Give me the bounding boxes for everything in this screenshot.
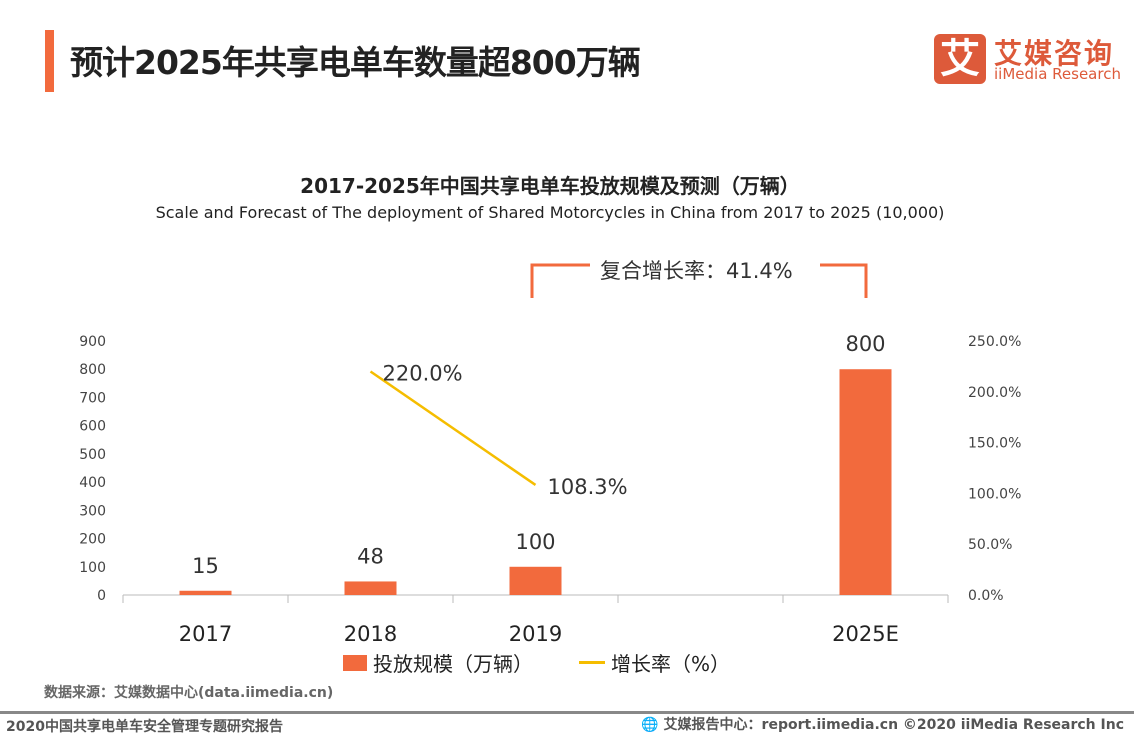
left-axis-tick-label: 200 bbox=[79, 532, 106, 548]
legend-bar-label: 投放规模（万辆） bbox=[373, 652, 533, 676]
legend-bar-swatch bbox=[343, 654, 367, 671]
x-axis-category-label: 2025E bbox=[832, 622, 899, 646]
bar-data-label: 100 bbox=[515, 530, 555, 554]
footer-divider bbox=[0, 711, 1134, 714]
right-axis-tick-label: 250.0% bbox=[968, 334, 1021, 350]
bar bbox=[509, 566, 562, 595]
right-axis-tick-label: 200.0% bbox=[968, 385, 1021, 401]
logo-icon: 艾 bbox=[934, 34, 986, 84]
left-axis-tick-label: 500 bbox=[79, 447, 106, 463]
bar bbox=[344, 581, 397, 595]
x-axis-category-label: 2018 bbox=[344, 622, 397, 646]
report-name: 2020中国共享电单车安全管理专题研究报告 bbox=[6, 719, 283, 735]
left-axis-tick-label: 900 bbox=[79, 334, 106, 350]
left-axis-tick-label: 800 bbox=[79, 362, 106, 378]
right-axis-tick-label: 150.0% bbox=[968, 436, 1021, 452]
bar bbox=[839, 369, 892, 595]
left-axis-tick-label: 100 bbox=[79, 560, 106, 576]
page-title: 预计2025年共享电单车数量超800万辆 bbox=[70, 43, 641, 82]
cagr-bracket bbox=[530, 263, 868, 298]
left-axis-tick-label: 0 bbox=[97, 588, 106, 604]
x-axis-category-label: 2019 bbox=[509, 622, 562, 646]
legend-line-swatch bbox=[579, 661, 605, 664]
cagr-annotation: 复合增长率：41.4% bbox=[600, 259, 793, 283]
growth-line bbox=[369, 370, 537, 486]
logo-en: iiMedia Research bbox=[994, 65, 1121, 83]
bar-data-label: 15 bbox=[192, 554, 219, 578]
bar-data-label: 800 bbox=[845, 332, 885, 356]
line-data-label: 220.0% bbox=[383, 361, 463, 385]
chart-subtitle: Scale and Forecast of The deployment of … bbox=[155, 203, 945, 222]
legend-line-label: 增长率（%） bbox=[611, 652, 731, 676]
right-axis-tick-label: 50.0% bbox=[968, 537, 1012, 553]
left-axis-tick-label: 700 bbox=[79, 390, 106, 406]
chart-title: 2017-2025年中国共享电单车投放规模及预测（万辆） bbox=[300, 174, 800, 198]
left-axis-tick-label: 400 bbox=[79, 475, 106, 491]
logo-cn: 艾媒咨询 bbox=[994, 37, 1115, 70]
left-axis-tick-label: 600 bbox=[79, 419, 106, 435]
x-axis-category-label: 2017 bbox=[179, 622, 232, 646]
bar bbox=[179, 590, 232, 595]
legend: 投放规模（万辆） 增长率（%） bbox=[343, 648, 730, 677]
right-axis-tick-label: 0.0% bbox=[968, 588, 1004, 604]
left-axis-tick-label: 300 bbox=[79, 503, 106, 519]
footer-copyright: 🌐 艾媒报告中心：report.iimedia.cn ©2020 iiMedia… bbox=[641, 717, 1124, 733]
line-data-label: 108.3% bbox=[548, 475, 628, 499]
data-source: 数据来源：艾媒数据中心(data.iimedia.cn) bbox=[44, 685, 334, 701]
title-accent-bar bbox=[45, 30, 54, 92]
right-axis-tick-label: 100.0% bbox=[968, 486, 1021, 502]
bar-data-label: 48 bbox=[357, 544, 384, 568]
